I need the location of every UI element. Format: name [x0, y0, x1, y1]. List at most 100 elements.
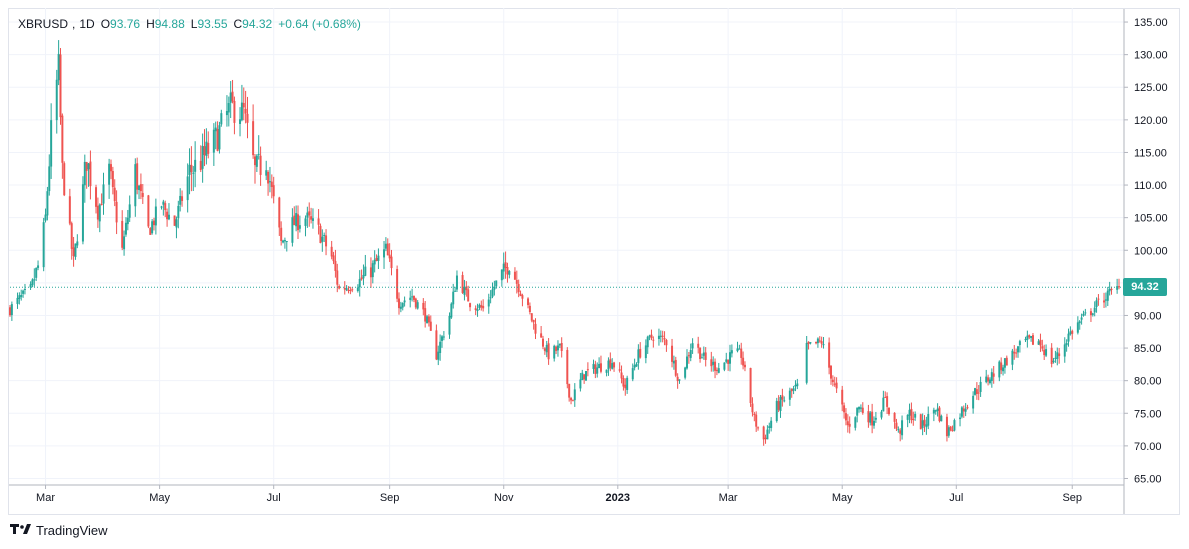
candle-body [1110, 288, 1113, 290]
candle-body [586, 369, 589, 371]
candle-body [519, 293, 522, 296]
candle-body [205, 141, 208, 156]
candle-body [919, 414, 922, 430]
candle-up [1076, 316, 1079, 335]
candle-body [95, 187, 98, 207]
candle-body [571, 400, 574, 402]
candle-down [543, 347, 546, 355]
candle-up [220, 109, 223, 127]
candle-down [1031, 333, 1034, 346]
candle-body [231, 91, 234, 102]
candle-up [16, 292, 19, 309]
candle-body [23, 288, 26, 290]
candle-up [487, 293, 490, 314]
candle-up [1091, 312, 1094, 317]
candle-up [160, 205, 163, 210]
candle-up [880, 409, 883, 420]
candle-up [126, 209, 129, 231]
candle-body [609, 359, 612, 368]
candle-body [1005, 357, 1008, 366]
y-tick-label: 135.00 [1134, 17, 1168, 29]
candle-down [427, 314, 430, 327]
candle-down [100, 193, 103, 206]
candle-body [46, 191, 49, 216]
candle-body [291, 217, 294, 243]
candle-down [1013, 345, 1016, 360]
candle-body [390, 256, 393, 269]
candle-body [828, 342, 831, 368]
candle-down [676, 373, 679, 389]
candle-body [375, 257, 378, 261]
candle-down [899, 428, 902, 442]
candle-up [633, 358, 636, 371]
candle-down [474, 305, 477, 316]
candle-body [278, 197, 281, 228]
candle-body [815, 341, 818, 344]
legend-interval[interactable]: 1D [79, 17, 95, 31]
candle-up [454, 286, 457, 292]
candle-up [598, 357, 601, 369]
candle-down [938, 406, 941, 423]
candle-up [283, 237, 286, 249]
candle-up [897, 426, 900, 433]
candle-down [259, 146, 262, 186]
candle-down [532, 319, 535, 330]
candle-down [1000, 357, 1003, 375]
candle-body [239, 119, 242, 124]
candle-up [46, 186, 49, 221]
candle-down [893, 412, 896, 429]
candle-body [240, 102, 243, 121]
candle-body [1018, 341, 1021, 346]
legend-symbol[interactable]: XBRUSD [18, 17, 69, 31]
candle-down [540, 326, 543, 338]
candle-body [835, 382, 838, 389]
candle-up [10, 301, 13, 321]
candle-up [35, 267, 38, 282]
candle-body [962, 408, 965, 412]
candle-down [435, 324, 438, 361]
candle-body [513, 271, 516, 280]
candle-body [768, 426, 771, 428]
candle-body [886, 396, 889, 407]
y-axis-ticks: 65.0070.0075.0080.0085.0090.0095.00100.0… [1124, 17, 1168, 485]
candle-up [1104, 292, 1107, 308]
x-tick-label: Mar [36, 492, 55, 504]
candle-body [822, 344, 825, 346]
candle-body [729, 352, 732, 364]
candle-body [854, 417, 857, 428]
candle-body [164, 203, 167, 211]
candle-down [59, 48, 62, 125]
candle-body [491, 289, 494, 297]
candle-body [162, 201, 165, 205]
candle-up [1082, 310, 1085, 317]
candle-up [635, 362, 638, 367]
candle-body [474, 308, 477, 310]
candle-down [1028, 334, 1031, 340]
candle-up [377, 248, 380, 270]
candle-up [869, 411, 872, 426]
tradingview-brand[interactable]: TradingView [10, 523, 108, 538]
candle-body [285, 240, 288, 242]
candle-down [527, 297, 530, 309]
candle-down [517, 279, 520, 298]
candle-body [951, 430, 954, 432]
candle-body [87, 163, 90, 170]
candle-body [959, 417, 962, 420]
candle-up [556, 340, 559, 357]
candle-down [620, 365, 623, 384]
candle-body [153, 220, 156, 226]
candle-body [796, 383, 799, 387]
legend-low-label: L [190, 17, 198, 31]
candle-body [207, 142, 210, 154]
candle-down [1097, 294, 1100, 306]
candle-up [323, 232, 326, 243]
candle-down [583, 374, 586, 384]
candle-up [738, 344, 741, 350]
candle-body [972, 395, 975, 409]
candle-up [1056, 347, 1059, 366]
candle-body [57, 53, 60, 81]
candle-body [685, 356, 688, 369]
candle-body [416, 302, 419, 309]
candle-up [596, 362, 599, 378]
